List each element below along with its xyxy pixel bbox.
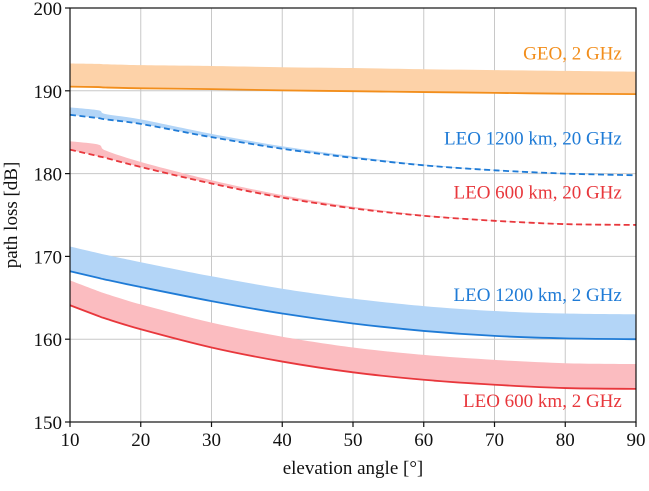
x-tick-label: 50 [344,430,363,451]
x-tick-label: 60 [414,430,433,451]
x-tick-label: 20 [131,430,150,451]
line-leo-1200-km-20-ghz [69,113,637,177]
x-tick-label: 10 [61,430,80,451]
x-tick-label: 70 [485,430,504,451]
x-tick-label: 80 [556,430,575,451]
y-axis-label: path loss [dB] [1,162,22,269]
series-label: LEO 600 km, 2 GHz [463,391,622,412]
series-label: LEO 600 km, 20 GHz [454,182,622,203]
x-axis: 10 20 30 40 50 60 70 80 90 [61,422,646,451]
y-tick-label: 200 [34,0,63,20]
line-leo-1200-km-2-ghz [69,270,637,341]
series-label: LEO 1200 km, 2 GHz [454,285,622,306]
line-geo-2-ghz [69,85,637,96]
line-leo-600-km-2-ghz [69,304,637,390]
series-label: LEO 1200 km, 20 GHz [444,129,622,150]
y-tick-label: 190 [34,82,63,103]
y-tick-label: 160 [34,330,63,351]
y-axis: 150 160 170 180 190 200 [34,0,70,434]
x-tick-label: 30 [202,430,221,451]
x-tick-label: 40 [273,430,292,451]
band-leo-600-km-2-ghz [70,280,636,389]
y-tick-label: 180 [34,165,63,186]
x-axis-label: elevation angle [°] [283,458,424,479]
series-label: GEO, 2 GHz [523,43,622,64]
line-leo-600-km-20-ghz [69,148,637,226]
band-geo-2-ghz [70,63,636,95]
x-tick-label: 90 [627,430,646,451]
series-labels: GEO, 2 GHz LEO 1200 km, 20 GHz LEO 600 km,… [444,43,622,412]
y-tick-label: 150 [34,413,63,434]
series-lines [69,85,637,390]
band-leo-1200-km-2-ghz [70,246,636,340]
y-tick-label: 170 [34,247,63,268]
